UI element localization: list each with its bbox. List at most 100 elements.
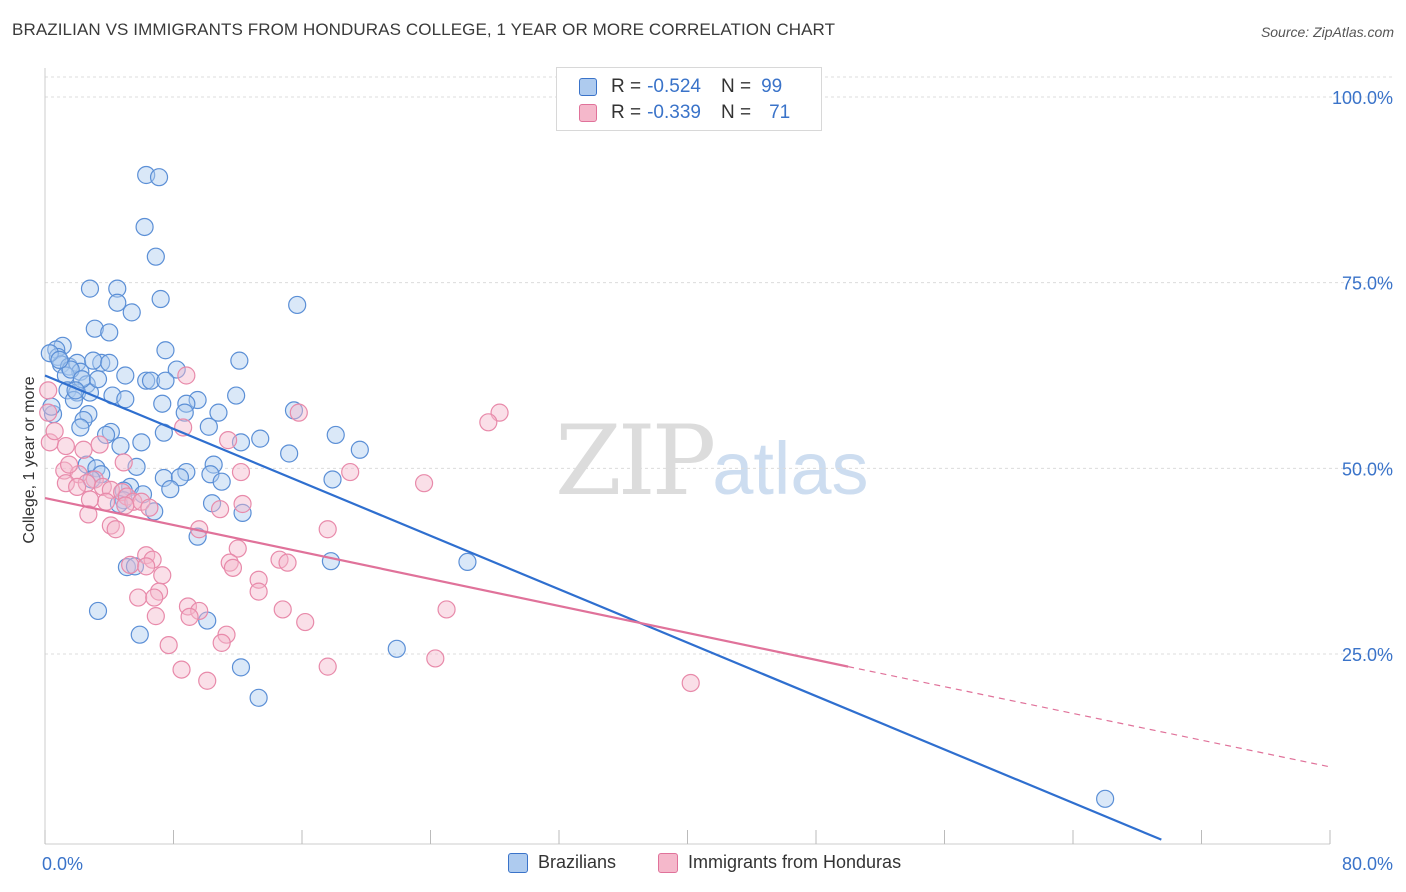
- brazilian-point: [321, 552, 341, 571]
- chart-title: BRAZILIAN VS IMMIGRANTS FROM HONDURAS CO…: [12, 20, 836, 39]
- brazilian-point: [212, 472, 231, 491]
- honduras-trend-extension: [848, 666, 1331, 768]
- legend-swatch-blue: [508, 852, 528, 873]
- brazilian-point: [79, 405, 98, 424]
- honduras-point: [296, 612, 315, 632]
- honduras-point: [146, 607, 165, 626]
- brazilian-point: [151, 289, 170, 309]
- honduras-point: [212, 633, 231, 652]
- y-axis-label: College, 1 year or more: [21, 376, 38, 544]
- honduras-point: [56, 436, 75, 456]
- honduras-point: [249, 582, 268, 601]
- legend-swatch-blue: [579, 78, 597, 96]
- y-tick-label: 50.0%: [1342, 459, 1393, 479]
- brazilian-point: [458, 552, 477, 572]
- honduras-point: [143, 550, 162, 569]
- honduras-point: [140, 498, 159, 517]
- brazilian-point: [72, 370, 92, 389]
- watermark: ZIPatlas: [555, 405, 869, 517]
- brazilian-point: [130, 625, 149, 644]
- legend-n-value: 99: [761, 76, 783, 97]
- honduras-point: [172, 660, 191, 679]
- brazilian-point: [100, 323, 119, 342]
- brazilian-point: [108, 279, 127, 298]
- honduras-point: [56, 474, 75, 493]
- brazilian-point: [188, 390, 207, 410]
- brazilian-point: [170, 468, 190, 487]
- y-tick-label: 75.0%: [1342, 274, 1393, 294]
- brazilian-point: [80, 279, 100, 298]
- brazilian-point: [1096, 789, 1115, 808]
- honduras-point: [681, 673, 700, 693]
- brazilian-point: [111, 436, 130, 456]
- honduras-point: [153, 566, 172, 585]
- honduras-point: [437, 600, 456, 619]
- brazilian-point: [132, 433, 151, 452]
- legend-r-label: R =: [611, 76, 642, 97]
- honduras-point: [210, 500, 230, 519]
- honduras-point: [121, 555, 140, 574]
- honduras-point: [114, 453, 133, 472]
- legend-r-label: R =: [611, 102, 642, 123]
- y-tick-label: 100.0%: [1332, 88, 1393, 108]
- honduras-point: [318, 520, 337, 539]
- honduras-point: [219, 431, 238, 450]
- brazilian-point: [137, 371, 156, 390]
- honduras-point: [90, 435, 109, 454]
- honduras-point: [101, 480, 120, 499]
- honduras-point: [223, 558, 243, 577]
- brazilian-point: [101, 422, 120, 442]
- brazilian-point: [230, 351, 249, 370]
- legend-r-value: -0.339: [647, 102, 701, 123]
- brazilian-point: [154, 468, 173, 488]
- honduras-trend-line: [44, 496, 849, 668]
- honduras-point: [159, 635, 178, 655]
- honduras-point: [45, 422, 64, 441]
- brazilian-point: [231, 658, 251, 677]
- honduras-point: [341, 462, 360, 482]
- honduras-point: [318, 657, 337, 676]
- brazilian-point: [88, 370, 108, 389]
- brazilian-point: [156, 371, 175, 390]
- honduras-point: [233, 494, 252, 514]
- legend-series-name: Brazilians: [538, 852, 617, 872]
- brazilian-point: [146, 247, 165, 266]
- brazilian-point: [323, 470, 342, 489]
- series-legend: Brazilians Immigrants from Honduras: [0, 852, 1406, 878]
- honduras-point: [278, 553, 297, 572]
- honduras-point: [426, 649, 445, 668]
- brazilian-point: [88, 601, 108, 621]
- honduras-point: [79, 505, 98, 524]
- honduras-point: [228, 539, 247, 558]
- brazilian-point: [40, 344, 59, 363]
- honduras-point: [198, 671, 217, 690]
- source-label: Source: ZipAtlas.com: [1260, 24, 1394, 40]
- honduras-point: [180, 607, 199, 626]
- legend-swatch-pink: [658, 852, 678, 873]
- honduras-point: [129, 588, 148, 607]
- brazilian-point: [249, 688, 268, 707]
- brazilian-point: [100, 353, 119, 372]
- honduras-point: [68, 477, 87, 496]
- honduras-point: [59, 455, 79, 474]
- legend-item-honduras: Immigrants from Honduras: [658, 852, 901, 873]
- brazilian-point: [108, 293, 127, 312]
- brazilian-point: [326, 425, 345, 445]
- honduras-point: [190, 601, 209, 621]
- honduras-point: [145, 588, 164, 607]
- x-tick-label: 80.0%: [1342, 854, 1393, 874]
- brazilian-point: [156, 341, 175, 360]
- honduras-point: [414, 474, 434, 493]
- honduras-point: [177, 366, 196, 385]
- honduras-point: [220, 553, 239, 572]
- honduras-point: [116, 496, 135, 515]
- brazilian-trend-line: [44, 374, 1162, 841]
- honduras-point: [479, 413, 498, 432]
- brazilian-point: [350, 440, 369, 459]
- legend-n-label: N =: [720, 102, 752, 123]
- honduras-point: [96, 492, 116, 511]
- legend-r-value: -0.524: [647, 76, 701, 97]
- brazilian-point: [84, 351, 103, 370]
- brazilian-point: [141, 371, 161, 390]
- honduras-point: [74, 440, 93, 459]
